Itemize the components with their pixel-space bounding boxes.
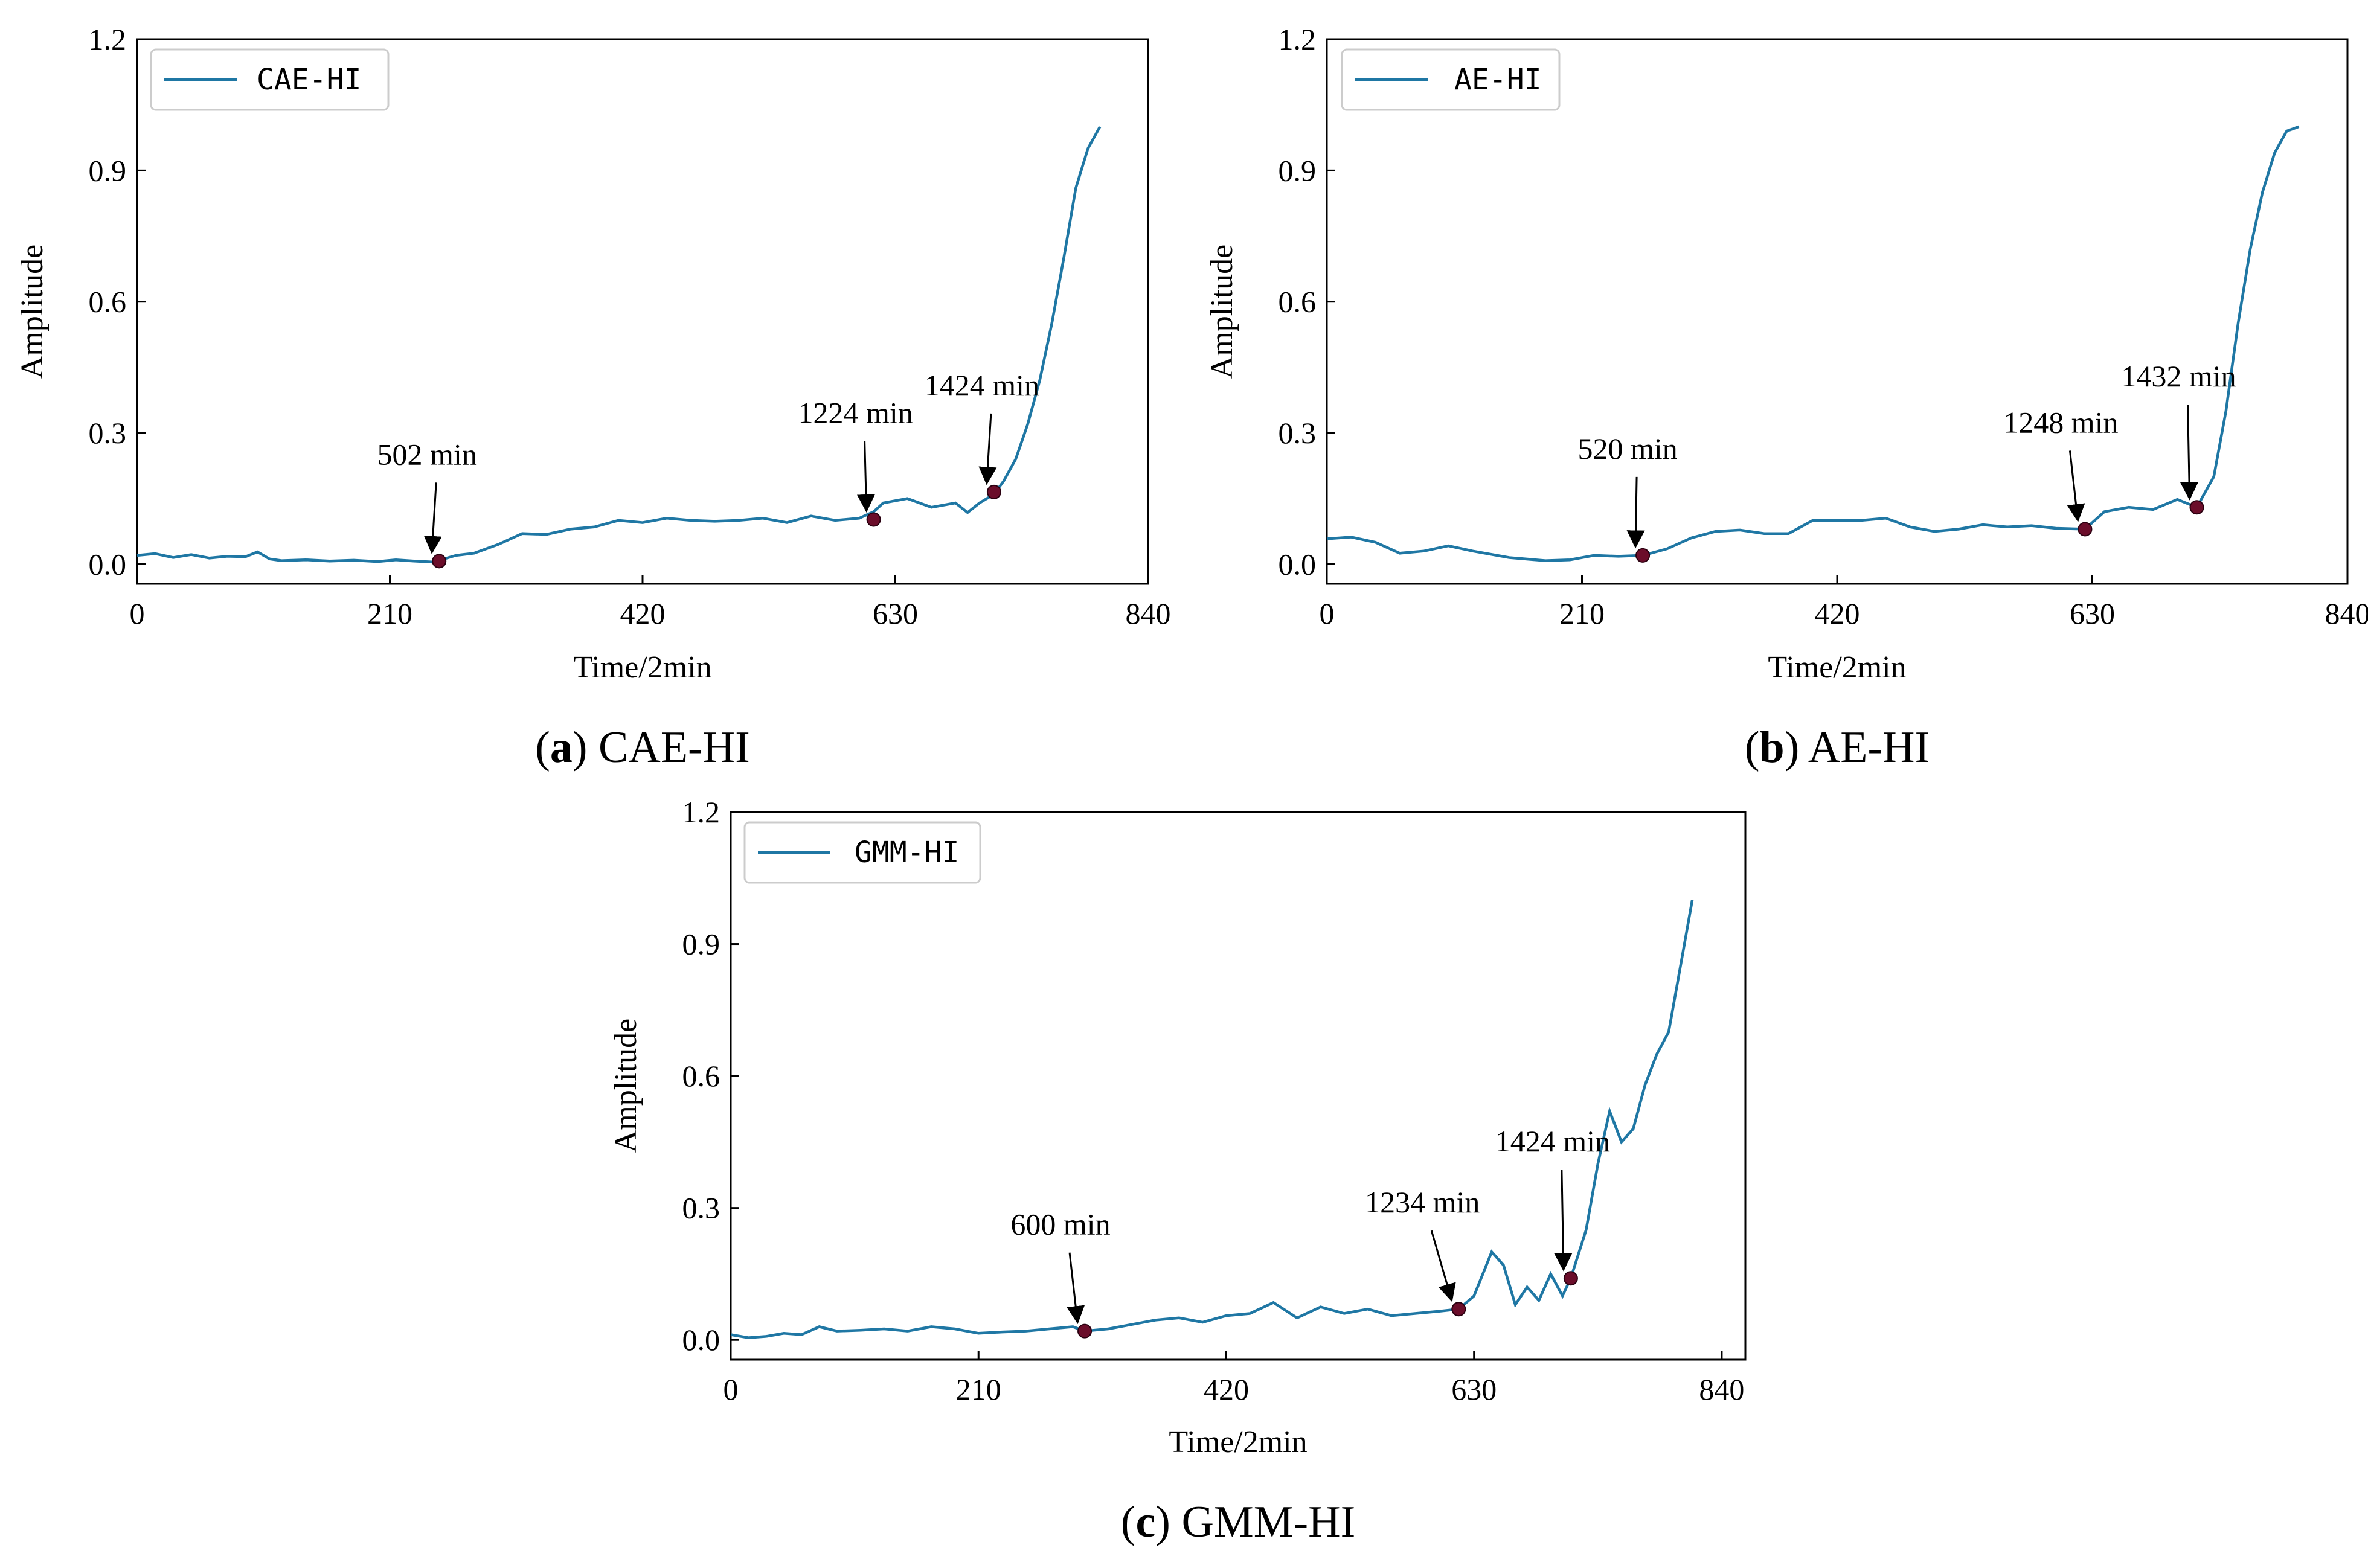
caption-text: CAE-HI [598,723,750,772]
x-tick-label: 0 [130,597,145,630]
annotation-marker [432,554,447,569]
plot-frame [136,38,1149,585]
annotation-arrow [423,482,442,554]
y-axis-label: Amplitude [1205,245,1239,379]
annotation-marker [1077,1323,1093,1339]
legend: AE-HI [1341,48,1561,111]
legend: GMM-HI [743,821,981,884]
annotation-arrow [2180,405,2199,501]
caption-text: GMM-HI [1181,1497,1355,1547]
annotation-arrow [978,413,997,485]
x-tick-label: 210 [367,597,412,630]
annotation-arrow [1554,1170,1573,1272]
y-tick-label: 0.3 [1279,416,1317,450]
y-tick-label: 1.2 [682,795,720,829]
y-tick-label: 0.0 [89,547,127,581]
x-tick-label: 840 [1699,1372,1744,1406]
x-tick-label: 420 [1815,597,1860,630]
legend-label: AE-HI [1454,63,1542,97]
x-axis-label: Time/2min [1768,650,1906,685]
annotation-arrow [1626,476,1645,549]
x-tick-label: 210 [1559,597,1605,630]
series-line [1326,125,2300,562]
series-line [136,126,1102,564]
x-axis-label: Time/2min [1169,1425,1307,1459]
caption-text: AE-HI [1808,723,1930,772]
y-tick-label: 0.9 [89,153,127,187]
caption: (b) AE-HI [1745,723,1930,772]
annotation-label: 1424 min [1495,1124,1610,1158]
y-tick-label: 0.3 [682,1191,720,1225]
panel-b: 0.00.30.60.91.2 0 210 420 630 840 Amplitude … [1205,22,2368,772]
legend-label: GMM-HI [855,836,959,869]
annotation-marker [986,484,1001,499]
annotation-arrow [856,441,875,513]
caption-letter: c [1135,1497,1155,1547]
panel-a: 0.00.30.60.91.2 0 210 420 630 840 Amplitude … [15,22,1171,772]
annotation-arrow [1067,1252,1085,1325]
annotation-label: 520 min [1577,432,1677,466]
y-tick-label: 0.0 [682,1323,720,1357]
y-tick-label: 0.3 [89,416,127,450]
y-tick-label: 0.9 [1279,153,1317,187]
x-tick-label: 630 [873,597,918,630]
x-tick-label: 630 [2070,597,2115,630]
y-axis-label: Amplitude [15,245,50,379]
y-axis-label: Amplitude [609,1019,643,1153]
x-tick-label: 630 [1451,1372,1497,1406]
y-tick-label: 0.6 [89,285,127,319]
y-tick-label: 0.6 [682,1059,720,1093]
annotation-label: 1234 min [1365,1185,1480,1219]
annotation-marker [1451,1302,1466,1317]
legend: CAE-HI [150,48,390,111]
annotation-marker [866,512,881,527]
annotation-label: 1424 min [925,368,1039,402]
caption-letter: a [550,723,573,772]
x-tick-label: 0 [724,1372,739,1406]
x-tick-label: 420 [620,597,666,630]
annotation-label: 600 min [1010,1208,1110,1241]
annotation-marker [2189,500,2204,515]
legend-label: CAE-HI [257,63,361,97]
legend-box [743,821,981,884]
x-tick-label: 0 [1320,597,1335,630]
panel-c: 0.00.30.60.91.2 0 210 420 630 840 Amplitude … [609,795,1747,1547]
x-tick-label: 840 [2325,597,2368,630]
annotation-arrow [1430,1230,1456,1302]
series-line [730,900,1694,1339]
caption: (c) GMM-HI [1121,1497,1355,1547]
caption: (a) CAE-HI [535,723,750,772]
annotation-marker [1635,548,1651,563]
annotation-marker [1563,1271,1578,1286]
annotation-arrow [2067,450,2085,522]
y-tick-label: 0.9 [682,927,720,961]
x-tick-label: 840 [1126,597,1171,630]
y-tick-label: 1.2 [89,22,127,56]
legend-box [1341,48,1561,111]
y-tick-label: 0.6 [1279,285,1317,319]
annotation-label: 1224 min [798,395,913,429]
annotation-label: 1248 min [2003,405,2118,439]
x-axis-label: Time/2min [573,650,711,685]
x-tick-label: 420 [1204,1372,1249,1406]
x-tick-label: 210 [956,1372,1001,1406]
y-tick-label: 0.0 [1279,547,1317,581]
y-tick-label: 1.2 [1279,22,1317,56]
annotation-marker [2078,522,2093,537]
caption-letter: b [1760,723,1785,772]
annotation-label: 1432 min [2121,359,2236,393]
annotation-label: 502 min [377,437,477,471]
plot-frame [730,811,1747,1361]
legend-box [150,48,390,111]
